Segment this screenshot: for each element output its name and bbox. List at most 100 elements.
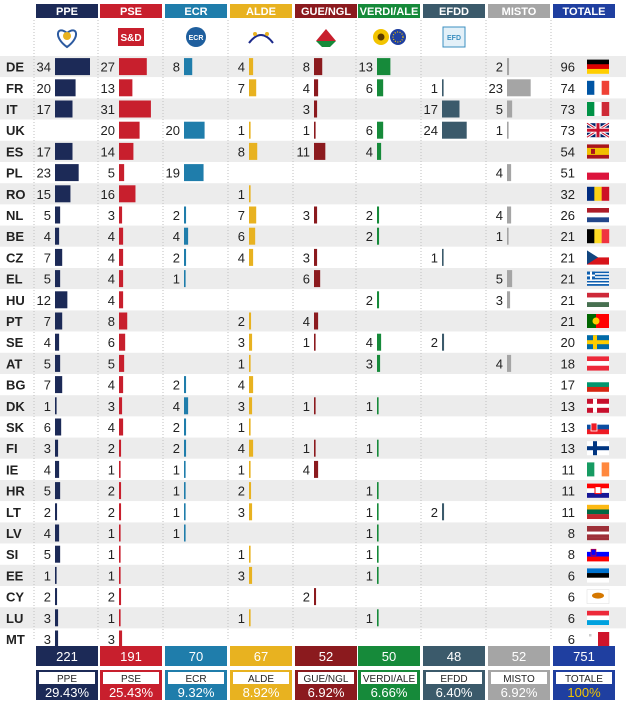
header-misto-label: MISTO: [502, 6, 537, 18]
flag-stripe: [587, 102, 595, 116]
seat-count-misto: 1: [496, 123, 503, 138]
flag-stripe: [587, 147, 609, 152]
seat-count-alde: 7: [238, 81, 245, 96]
seat-count-alde: 1: [238, 462, 245, 477]
country-total: 21: [561, 272, 575, 287]
row-stripe: [0, 162, 626, 184]
flag-stripe: [587, 547, 609, 553]
seat-bar-ppe: [55, 609, 59, 627]
seat-bar-ecr: [184, 164, 204, 182]
flag-stripe: [601, 462, 610, 477]
row-stripe: [0, 204, 626, 226]
seat-count-verdi: 13: [359, 60, 373, 75]
flag-cross: [587, 340, 609, 345]
header-efdd-label: EFDD: [439, 6, 469, 18]
flag-stripe: [587, 217, 609, 223]
flag-stripe: [594, 102, 602, 116]
row-stripe: [0, 183, 626, 205]
seat-bar-verdi: [377, 142, 382, 160]
seat-count-pse: 4: [108, 272, 115, 287]
seat-count-ecr: 2: [173, 378, 180, 393]
seat-bar-alde: [249, 460, 251, 478]
seat-count-ppe: 12: [37, 293, 51, 308]
seat-count-pse: 20: [101, 123, 115, 138]
seat-count-ppe: 5: [44, 356, 51, 371]
flag-stripe: [601, 229, 610, 244]
seat-bar-alde: [249, 121, 251, 139]
flag-stripe: [587, 514, 609, 519]
seat-count-verdi: 1: [366, 568, 373, 583]
seat-count-efdd: 1: [431, 250, 438, 265]
country-code: BE: [6, 229, 24, 244]
seat-bar-verdi: [377, 354, 381, 372]
seat-count-gue: 1: [303, 335, 310, 350]
country-row-lt: LT 2 2 1 3 1 2 11: [6, 503, 609, 521]
seat-bar-pse: [119, 312, 128, 330]
seat-count-pse: 14: [101, 144, 115, 159]
seat-bar-efdd: [442, 333, 445, 351]
flag-stripe: [587, 59, 609, 65]
row-stripe: [0, 564, 626, 586]
seat-bar-gue: [314, 312, 319, 330]
country-row-se: SE 4 6 3 1 4 2 20: [6, 333, 609, 351]
seat-count-gue: 1: [303, 399, 310, 414]
flag-stripe: [587, 172, 609, 180]
flag-stripe: [587, 483, 609, 489]
seat-count-misto: 4: [496, 356, 503, 371]
seat-bar-misto: [507, 354, 512, 372]
footer-total-gue: 52: [319, 649, 333, 664]
seat-bar-ecr: [184, 58, 193, 76]
seat-count-pse: 8: [108, 314, 115, 329]
flag-stripe: [587, 279, 609, 282]
seat-bar-pse: [119, 588, 122, 606]
row-stripe: [0, 374, 626, 396]
footer-total-misto-bg: [488, 646, 550, 666]
seat-bar-ppe: [55, 248, 63, 266]
seat-count-ppe: 7: [44, 314, 51, 329]
flag-stripe: [587, 151, 609, 156]
seat-bar-ppe: [55, 58, 90, 76]
flag-sk-icon: [587, 420, 609, 435]
flag-stripe: [587, 80, 595, 95]
row-backgrounds: [0, 56, 626, 650]
seat-bar-misto: [507, 164, 512, 182]
seat-count-misto: 4: [496, 166, 503, 181]
seat-count-verdi: 1: [366, 547, 373, 562]
gue-ngl-logo: [316, 29, 336, 47]
seat-bar-pse: [119, 227, 124, 245]
flag-stripe: [601, 186, 610, 201]
seat-bar-alde: [249, 185, 251, 203]
seat-count-pse: 4: [108, 250, 115, 265]
flag-stripe: [587, 229, 595, 244]
flag-se-icon: [587, 335, 609, 350]
seat-count-ppe: 5: [44, 484, 51, 499]
country-code: DK: [6, 399, 25, 414]
seat-bar-ecr: [184, 121, 205, 139]
seat-bar-verdi: [377, 206, 380, 224]
seat-count-pse: 1: [108, 568, 115, 583]
seat-bar-gue: [314, 333, 316, 351]
seat-count-pse: 1: [108, 462, 115, 477]
flag-stripe: [587, 212, 609, 218]
country-row-lv: LV 4 1 1 1 8: [6, 524, 609, 542]
country-code: RO: [6, 187, 26, 202]
flag-stripe: [587, 257, 609, 265]
seat-count-gue: 4: [303, 314, 310, 329]
flag-bg-icon: [587, 377, 609, 392]
country-total: 13: [561, 399, 575, 414]
seat-bar-pse: [119, 121, 140, 139]
footer-total-alde-bg: [230, 646, 292, 666]
seat-bar-efdd: [442, 79, 444, 97]
row-stripe: [0, 501, 626, 523]
seat-count-ppe: 15: [37, 187, 51, 202]
flag-stripe: [601, 80, 610, 95]
flag-hu-icon: [587, 292, 609, 307]
country-code: SI: [6, 547, 18, 562]
seat-count-pse: 2: [108, 590, 115, 605]
footer-total-verdi-bg: [358, 646, 420, 666]
seat-bar-verdi: [377, 545, 379, 563]
seat-bar-alde: [249, 545, 251, 563]
flag-stripe: [587, 277, 609, 280]
flag-nl-icon: [587, 208, 609, 223]
seat-count-gue: 1: [303, 441, 310, 456]
